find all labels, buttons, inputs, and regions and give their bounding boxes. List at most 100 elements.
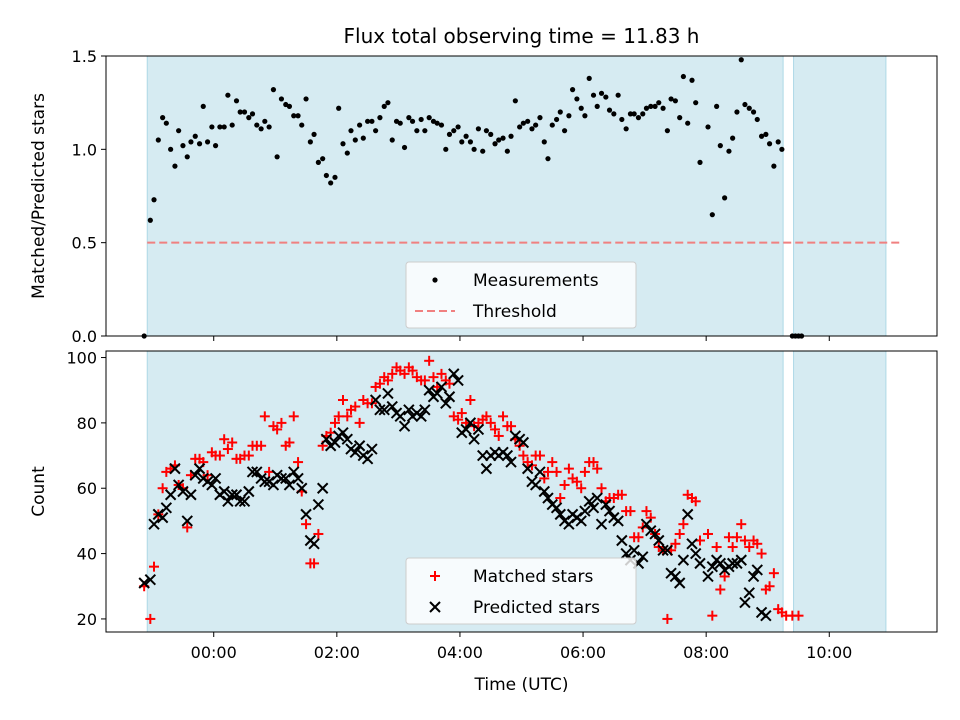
matched-star-point xyxy=(490,424,501,435)
measurement-point xyxy=(557,109,563,115)
measurement-point xyxy=(204,139,211,145)
predicted-star-point xyxy=(206,479,218,491)
matched-star-point xyxy=(711,542,722,553)
measurement-point xyxy=(377,115,383,121)
measurement-point xyxy=(438,122,445,128)
measurement-point xyxy=(680,73,686,80)
predicted-star-point xyxy=(480,462,493,475)
measurement-point xyxy=(746,105,752,111)
measurement-point xyxy=(722,195,728,201)
matched-star-point xyxy=(719,571,730,582)
matched-star-point xyxy=(498,411,509,422)
legend: Measurements Threshold xyxy=(405,261,637,329)
measurement-point xyxy=(315,159,321,165)
predicted-star-point xyxy=(735,554,747,566)
measurement-point xyxy=(323,172,329,179)
matched-star-point xyxy=(219,434,230,445)
measurement-point xyxy=(151,197,157,203)
matched-star-point xyxy=(453,414,464,425)
matched-star-point xyxy=(662,613,673,624)
matched-star-point xyxy=(259,411,270,422)
predicted-star-point xyxy=(369,394,382,406)
measurement-point xyxy=(422,128,428,134)
measurement-point xyxy=(640,111,646,117)
measurement-point xyxy=(262,118,268,124)
measurement-point xyxy=(525,118,531,124)
predicted-star-point xyxy=(189,469,201,481)
matched-star-point xyxy=(465,395,476,406)
predicted-star-point xyxy=(374,404,386,416)
predicted-star-point xyxy=(600,498,612,511)
predicted-star-point xyxy=(423,384,435,396)
measurement-point xyxy=(241,109,248,115)
predicted-star-point xyxy=(275,472,288,485)
chart-title: Flux total observing time = 11.83 h xyxy=(344,24,700,48)
matched-star-point xyxy=(690,496,701,507)
predicted-star-point xyxy=(172,479,185,491)
matched-star-point xyxy=(182,522,193,533)
matched-star-point xyxy=(715,584,726,595)
predicted-star-point xyxy=(341,433,354,445)
predicted-star-point xyxy=(538,485,550,498)
predicted-star-point xyxy=(686,538,698,550)
x-axis-label: Time (UTC) xyxy=(474,675,569,695)
measurement-point xyxy=(303,96,309,102)
matched-star-point xyxy=(542,466,553,477)
matched-star-point xyxy=(407,365,418,376)
measurement-point xyxy=(574,96,580,102)
measurement-point xyxy=(471,146,477,152)
matched-star-point xyxy=(616,489,627,500)
predicted-star-point xyxy=(677,554,690,566)
matched-star-point xyxy=(387,368,398,379)
matched-star-point xyxy=(752,538,763,549)
matched-star-point xyxy=(768,568,779,579)
y-tick-label: 40 xyxy=(77,545,97,564)
matched-star-point xyxy=(456,408,467,419)
predicted-star-point xyxy=(230,489,243,501)
measurement-point xyxy=(381,103,387,109)
predicted-star-point xyxy=(743,587,755,599)
measurement-point xyxy=(586,75,592,81)
measurement-point xyxy=(434,120,440,126)
measurement-point xyxy=(467,139,474,145)
measurement-point xyxy=(286,103,293,109)
predicted-star-point xyxy=(460,423,472,436)
predicted-star-point xyxy=(440,397,452,409)
predicted-star-point xyxy=(739,596,751,609)
measurement-point xyxy=(619,116,625,123)
measurement-point xyxy=(520,120,526,126)
measurement-point xyxy=(254,122,260,128)
predicted-star-point xyxy=(563,518,575,530)
matched-star-point xyxy=(707,610,718,621)
measurement-point xyxy=(192,133,198,139)
y-tick-label: 0.5 xyxy=(72,234,97,253)
measurement-point xyxy=(348,128,354,134)
matched-star-point xyxy=(272,424,283,435)
measurement-point xyxy=(155,137,161,143)
measurement-point xyxy=(451,128,457,134)
predicted-star-point xyxy=(288,466,300,478)
matched-star-point xyxy=(731,532,742,543)
measurement-point xyxy=(246,115,252,121)
matched-star-point xyxy=(284,437,295,448)
predicted-star-point xyxy=(283,479,296,491)
measurement-point xyxy=(590,92,597,98)
measurement-point xyxy=(685,120,691,126)
predicted-star-point xyxy=(452,374,464,387)
x-tick-label: 00:00 xyxy=(191,643,237,662)
measurement-point xyxy=(480,148,486,154)
matched-star-point xyxy=(342,411,353,422)
predicted-star-point xyxy=(534,466,546,478)
predicted-star-point xyxy=(591,492,603,504)
measurement-point xyxy=(714,103,720,109)
predicted-star-point xyxy=(316,482,329,494)
predicted-star-point xyxy=(329,436,341,449)
legend-marker-matched xyxy=(430,571,440,581)
predicted-star-point xyxy=(661,544,674,557)
measurement-point xyxy=(176,128,182,134)
measurement-point xyxy=(233,98,240,104)
predicted-star-point xyxy=(612,515,624,527)
predicted-star-point xyxy=(472,423,485,436)
measurement-point xyxy=(754,116,760,123)
measurement-point xyxy=(512,98,518,104)
